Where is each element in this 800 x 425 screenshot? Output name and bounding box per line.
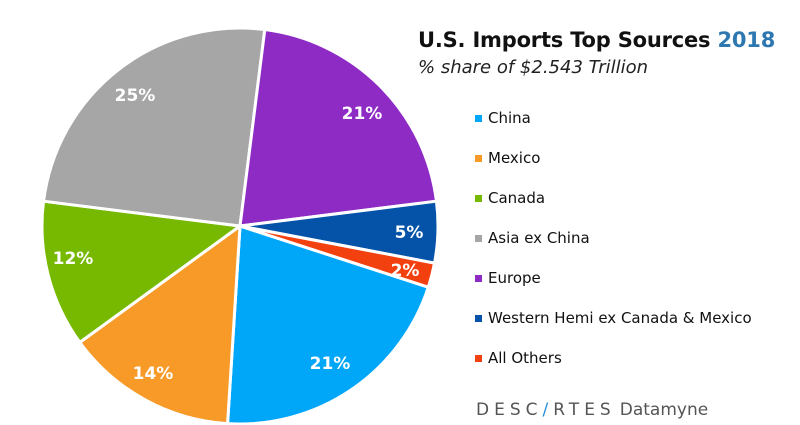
legend-label: China (488, 109, 531, 127)
legend-swatch (475, 234, 482, 242)
pie-chart: 21% 14% 12% 25% 21% 5% 2% (40, 26, 440, 425)
slice-value-label: 14% (133, 364, 174, 384)
product-name: Datamyne (619, 400, 709, 420)
chart-subtitle: % share of $2.543 Trillion (418, 57, 649, 78)
legend-label: Canada (488, 189, 546, 207)
legend-label: Mexico (488, 149, 541, 167)
legend-swatch (475, 194, 482, 202)
legend-item-europe: Europe (475, 258, 752, 298)
slice-value-label: 2% (391, 261, 420, 281)
brand-name: DESC/RTES (476, 400, 616, 420)
pie-slice-europe (238, 28, 438, 228)
slice-value-label: 12% (53, 249, 94, 269)
legend-label: All Others (488, 349, 562, 367)
legend-swatch (475, 354, 482, 362)
legend-item-canada: Canada (475, 178, 752, 218)
legend-item-mexico: Mexico (475, 138, 752, 178)
pie-slice-canada (40, 199, 242, 344)
legend-swatch (475, 114, 482, 122)
legend: China Mexico Canada Asia ex China Europe… (475, 98, 752, 378)
legend-swatch (475, 314, 482, 322)
legend-item-western-hemi: Western Hemi ex Canada & Mexico (475, 298, 752, 338)
pie-slice-mexico (78, 224, 242, 425)
logo-accent-icon: / (542, 400, 554, 420)
legend-swatch (475, 274, 482, 282)
legend-swatch (475, 154, 482, 162)
slice-value-label: 21% (342, 104, 383, 124)
brand-logo: DESC/RTES Datamyne (476, 400, 708, 420)
chart-title-year: 2018 (717, 28, 776, 52)
pie-slice-china (226, 224, 430, 425)
pie-slice-asia-ex-china (42, 26, 267, 228)
slice-value-label: 25% (115, 86, 156, 106)
legend-label: Europe (488, 269, 541, 287)
legend-item-asia-ex-china: Asia ex China (475, 218, 752, 258)
legend-label: Western Hemi ex Canada & Mexico (488, 309, 752, 327)
chart-title: U.S. Imports Top Sources 2018 (418, 28, 776, 52)
legend-item-china: China (475, 98, 752, 138)
slice-value-label: 5% (395, 223, 424, 243)
legend-label: Asia ex China (488, 229, 590, 247)
slice-value-label: 21% (310, 354, 351, 374)
legend-item-all-others: All Others (475, 338, 752, 378)
pie-slice-all-others (238, 224, 436, 289)
